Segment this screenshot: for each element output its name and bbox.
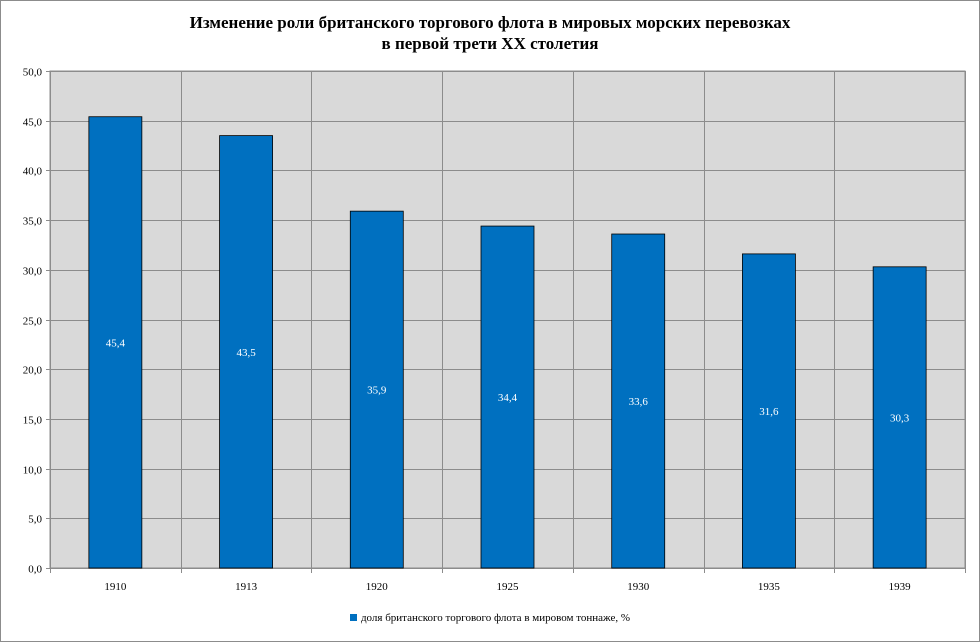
chart-title-line-2: в первой трети XX столетия (381, 34, 599, 53)
y-tick-label: 0,0 (28, 564, 42, 576)
y-tick-label: 5,0 (28, 514, 42, 526)
y-tick-label: 40,0 (23, 166, 43, 178)
data-label: 34,4 (498, 392, 518, 404)
x-tick-label: 1910 (104, 581, 127, 593)
x-axis: 1910 1913 1920 1925 1930 1935 1939 (104, 581, 911, 593)
data-labels: 45,4 43,5 35,9 34,4 33,6 31,6 30,3 (106, 337, 910, 424)
data-label: 45,4 (106, 337, 126, 349)
y-tick-label: 35,0 (23, 216, 43, 228)
x-tick-label: 1925 (497, 581, 520, 593)
y-tick-label: 15,0 (23, 415, 43, 427)
x-tick-label: 1930 (627, 581, 650, 593)
y-tick-label: 20,0 (23, 365, 43, 377)
x-tick-label: 1920 (366, 581, 389, 593)
x-tick-label: 1913 (235, 581, 258, 593)
bar (349, 210, 404, 569)
bar (480, 225, 535, 569)
legend-label: доля британского торгового флота в миров… (360, 612, 631, 624)
x-tick-label: 1935 (758, 581, 781, 593)
data-label: 35,9 (367, 385, 387, 397)
bar (872, 266, 927, 569)
bar (88, 116, 143, 569)
y-tick-label: 45,0 (23, 117, 43, 129)
y-tick-label: 50,0 (23, 67, 43, 79)
x-tick-label: 1939 (889, 581, 912, 593)
bar (742, 253, 796, 569)
y-tick-label: 10,0 (23, 465, 43, 477)
data-label: 33,6 (629, 396, 649, 408)
legend: доля британского торгового флота в миров… (0, 612, 980, 624)
bars (88, 116, 927, 569)
data-label: 30,3 (890, 412, 910, 424)
y-tick-label: 25,0 (23, 316, 43, 328)
chart-title: Изменение роли британского торгового фло… (0, 12, 980, 54)
data-label: 43,5 (236, 347, 256, 359)
legend-swatch (349, 613, 357, 621)
bar (219, 135, 273, 569)
y-axis: 0,0 5,0 10,0 15,0 20,0 25,0 30,0 35,0 40,0 45,0 50… (23, 67, 50, 576)
y-tick-label: 30,0 (23, 266, 43, 278)
bar (611, 233, 666, 569)
data-label: 31,6 (759, 406, 779, 418)
chart-title-line-1: Изменение роли британского торгового фло… (189, 13, 791, 32)
